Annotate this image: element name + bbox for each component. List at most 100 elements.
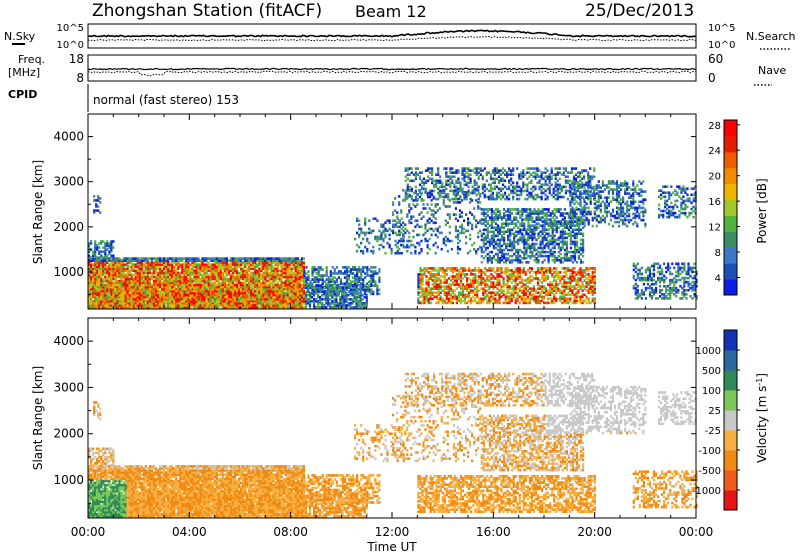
echo-cell [148,300,151,303]
echo-cell [347,304,350,307]
echo-cell [408,209,411,212]
echo-cell [211,287,214,291]
echo-cell [130,269,133,273]
echo-cell [260,283,263,287]
echo-cell [138,281,141,285]
echo-cell [158,304,162,307]
echo-cell [284,257,287,260]
echo-cell [144,271,147,275]
echo-cell [333,306,336,309]
echo-cell [260,306,263,309]
echo-cell [201,306,204,309]
echo-cell [431,177,434,181]
echo-cell [185,291,188,295]
echo-cell [264,295,267,299]
echo-cell [355,300,358,303]
echo-cell [221,293,224,297]
echo-cell [491,187,494,191]
echo-cell [203,283,206,287]
echo-cell [402,229,405,233]
echo-cell [152,298,156,301]
echo-cell [260,281,263,285]
echo-cell [292,257,295,260]
echo-cell [510,173,513,176]
echo-cell [457,171,460,174]
echo-cell [298,287,301,291]
echo-cell [442,237,445,241]
echo-cell [524,173,527,176]
echo-cell [445,181,448,185]
echo-cell [356,219,359,222]
echo-cell [382,245,385,249]
echo-cell [364,292,367,296]
echo-cell [122,295,125,299]
echo-cell [183,291,186,295]
echo-cell [114,273,117,277]
echo-cell [256,306,259,309]
echo-cell [161,298,164,301]
echo-cell [298,285,301,289]
echo-cell [439,193,442,197]
echo-cell [116,279,119,283]
echo-cell [333,304,336,307]
echo-cell [203,259,206,262]
echo-cell [124,257,127,260]
echo-cell [90,295,93,299]
echo-cell [106,291,109,295]
echo-cell [189,287,192,291]
echo-cell [112,289,115,293]
echo-cell [302,302,305,305]
echo-cell [305,290,308,294]
echo-cell [90,306,93,309]
echo-cell [427,169,430,172]
echo-cell [268,302,271,305]
echo-cell [98,256,101,259]
echo-cell [359,302,362,305]
echo-cell [156,265,160,269]
echo-cell [116,302,119,305]
freq-left-tick-top: 18 [69,52,84,66]
echo-cell [108,304,111,307]
echo-cell [250,277,253,281]
echo-cell [92,259,95,262]
echo-cell [392,231,395,235]
echo-cell [163,269,166,273]
echo-cell [337,286,340,290]
echo-cell [300,291,303,295]
echo-cell [252,277,255,281]
echo-cell [274,295,277,299]
echo-cell [106,265,109,269]
echo-cell [140,300,143,303]
echo-cell [347,302,350,305]
echo-cell [278,283,281,287]
echo-cell [158,281,162,285]
echo-cell [335,295,338,299]
echo-cell [209,281,212,285]
echo-cell [134,302,137,305]
echo-cell [219,293,222,297]
echo-cell [193,273,196,277]
echo-cell [108,244,111,247]
echo-cell [100,304,103,307]
echo-cell [268,291,271,295]
echo-cell [254,273,257,277]
echo-cell [106,281,109,285]
echo-cell [406,195,409,199]
echo-cell [165,302,168,305]
echo-cell [302,293,305,297]
echo-cell [268,283,271,287]
echo-cell [201,269,204,273]
echo-cell [501,171,505,174]
echo-cell [264,281,267,285]
echo-cell [112,295,115,299]
echo-cell [368,227,371,231]
echo-cell [451,197,454,201]
echo-cell [227,259,230,262]
echo-cell [364,245,367,249]
echo-cell [438,207,441,210]
echo-cell [240,265,243,269]
echo-cell [451,179,454,183]
echo-cell [108,271,111,275]
echo-cell [229,267,233,271]
echo-cell [140,269,143,273]
